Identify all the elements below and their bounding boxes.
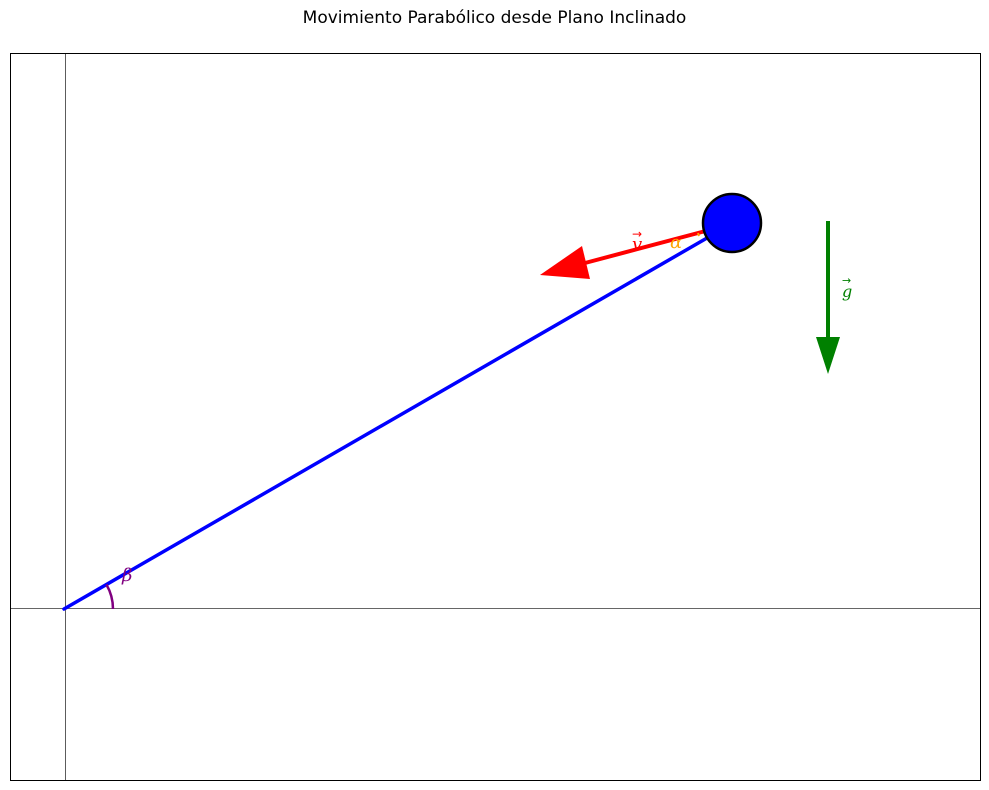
- beta-label: β: [121, 565, 132, 586]
- gravity-label: g: [842, 282, 852, 301]
- gravity-vector-accent: →: [842, 274, 851, 287]
- alpha-label: α: [670, 232, 682, 253]
- figure-title: Movimiento Parabólico desde Plano Inclin…: [302, 8, 687, 28]
- plot-frame: [10, 53, 981, 781]
- gravity-vector: [816, 221, 840, 374]
- velocity-label: v: [632, 234, 642, 255]
- alpha-angle-arc: [697, 232, 700, 237]
- velocity-vector-accent: →: [632, 227, 642, 241]
- projectile-ball: [701, 192, 763, 254]
- velocity-arrow-head: [540, 246, 590, 279]
- inclined-plane: [62, 221, 735, 611]
- gravity-arrow-head: [816, 337, 840, 374]
- beta-angle-arc: [105, 583, 115, 610]
